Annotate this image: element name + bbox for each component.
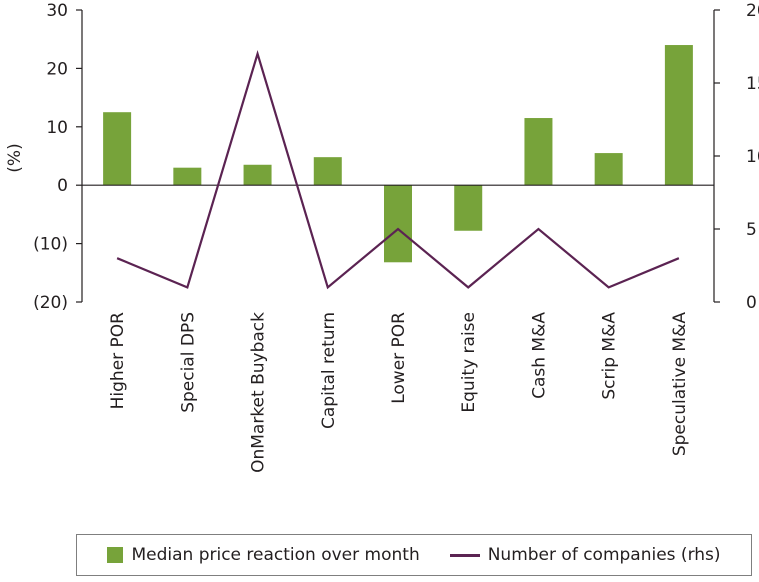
x-tick-label: Speculative M&A	[670, 312, 690, 457]
y2-tick-label: 20	[746, 1, 759, 21]
bar-cash-m-a	[524, 118, 553, 186]
y-tick-label: (10)	[33, 235, 68, 255]
chart: (20) (10) 0 10 20 30 0 5 10 15 20 Higher POR Special…	[5, 1, 759, 473]
bar-higher-por	[103, 112, 132, 186]
legend-item-line: Number of companies (rhs)	[449, 545, 721, 565]
y2-tick-label: 15	[746, 74, 759, 94]
x-tick-label: Cash M&A	[529, 312, 549, 399]
y-axis-title: (%)	[5, 143, 25, 172]
x-tick-label: Equity raise	[459, 312, 479, 413]
legend-line-swatch	[449, 553, 480, 557]
y-tick-label: 20	[46, 59, 68, 79]
bar-speculative-m-a	[664, 45, 693, 186]
y-tick-label: 10	[46, 118, 68, 138]
x-tick-label: Special DPS	[178, 312, 198, 413]
y-tick-label: (20)	[33, 293, 68, 313]
y-tick-label: 0	[57, 176, 68, 196]
legend-label-bars: Median price reaction over month	[131, 545, 420, 565]
bar-capital-return	[313, 157, 342, 186]
bar-special-dps	[173, 167, 202, 186]
line-number-of-companies	[116, 49, 680, 290]
x-tick-label: Lower POR	[389, 312, 409, 404]
legend: Median price reaction over month Number …	[76, 534, 752, 576]
y2-tick-label: 10	[746, 147, 759, 167]
x-tick-label: Scrip M&A	[600, 312, 620, 400]
bar-scrip-m-a	[594, 153, 623, 186]
legend-item-bars: Median price reaction over month	[107, 545, 420, 565]
x-tick-label: OnMarket Buyback	[249, 312, 269, 473]
legend-bar-swatch	[107, 547, 124, 563]
plot-area: (20) (10) 0 10 20 30 0 5 10 15 20 Higher POR Special…	[33, 1, 759, 473]
bar-lower-por	[384, 185, 412, 263]
x-tick-label: Capital return	[319, 312, 339, 429]
legend-label-line: Number of companies (rhs)	[487, 545, 721, 565]
y2-tick-label: 5	[746, 220, 757, 240]
bar-onmarket-buyback	[243, 164, 272, 186]
bar-equity-raise	[454, 185, 483, 231]
y-tick-label: 30	[46, 1, 68, 21]
x-tick-label: Higher POR	[108, 312, 128, 410]
y2-tick-label: 0	[746, 293, 757, 313]
